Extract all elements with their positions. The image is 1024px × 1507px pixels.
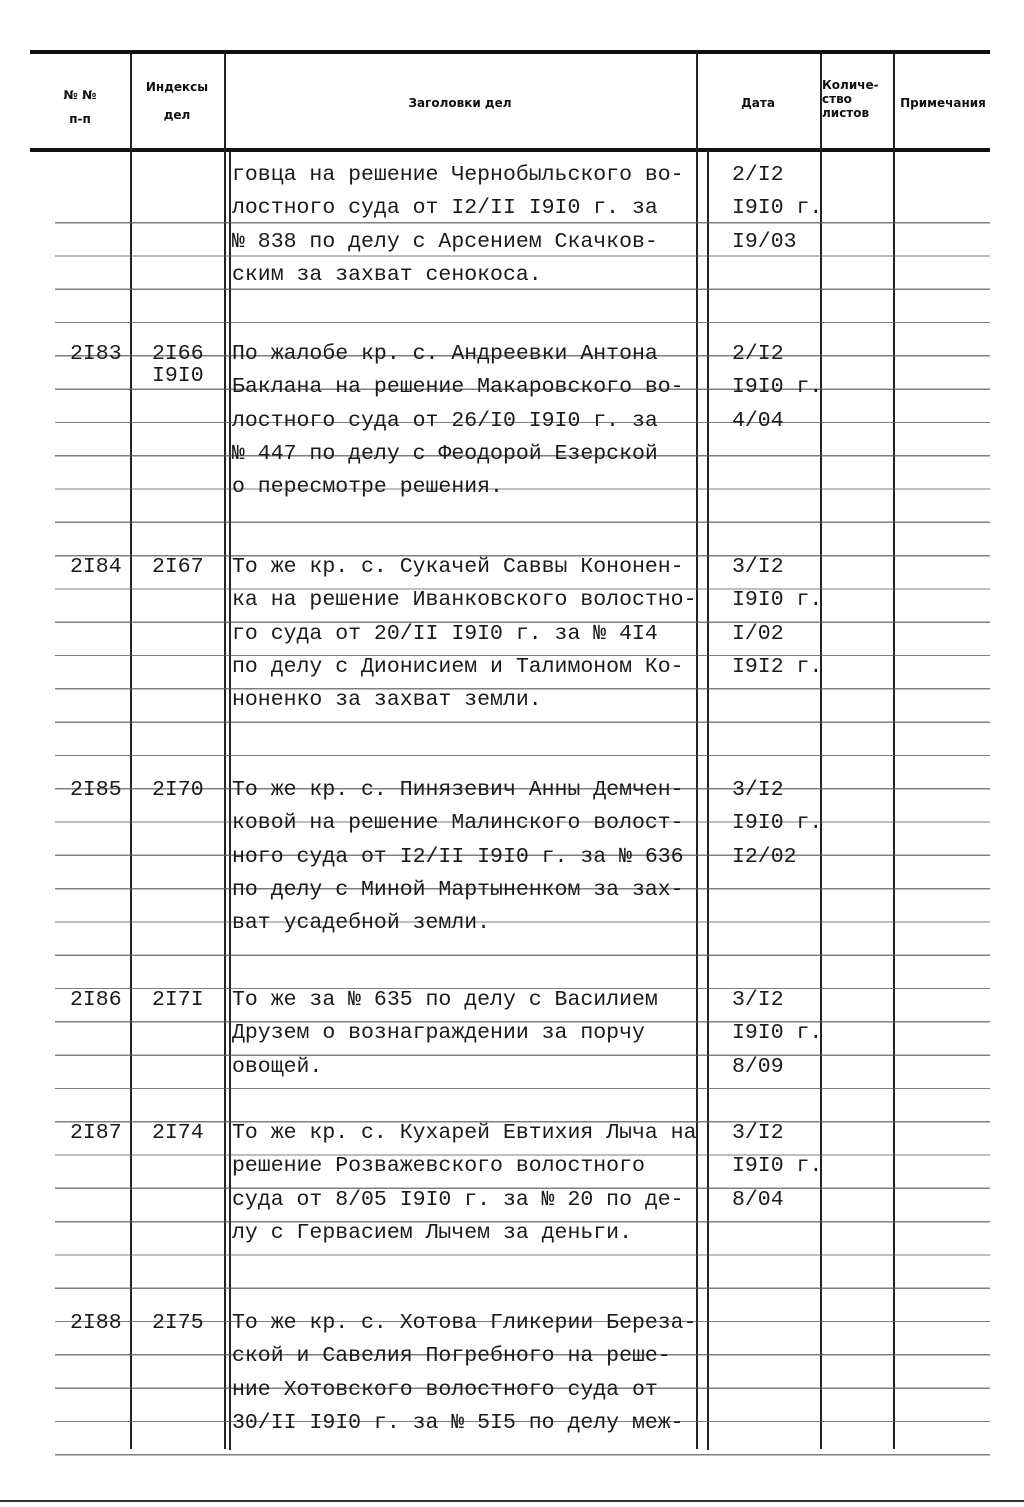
date-line: 2/I2 xyxy=(732,163,784,187)
date-line: 8/09 xyxy=(732,1054,784,1079)
date-line: I9I0 г. xyxy=(732,196,823,221)
header-index-label: Индексы xyxy=(145,80,209,94)
entry-title: То же за № 635 по делу с Василием Друзем … xyxy=(232,984,658,1084)
title-line: лу с Гервасием Лычем за деньги. xyxy=(232,1220,632,1245)
title-line: го суда от 20/II I9I0 г. за № 4I4 xyxy=(232,621,658,646)
date-line: I2/02 xyxy=(732,844,797,869)
date-line: 4/04 xyxy=(732,408,784,433)
page-bottom-edge xyxy=(0,1500,1024,1502)
date-line: I9I0 г. xyxy=(732,375,823,400)
title-line: о пересмотре решения. xyxy=(232,475,503,500)
date-line: I9/03 xyxy=(732,229,797,254)
title-line: по делу с Дионисием и Талимоном Ко- xyxy=(232,654,684,679)
header-number-label: № № xyxy=(63,88,97,102)
ruled-lines xyxy=(55,190,990,1460)
title-line: решение Розважевского волостного xyxy=(232,1154,645,1179)
header-index: Индексы дел xyxy=(130,80,224,122)
entry-index: 2I70 xyxy=(152,778,204,802)
title-line: говца на решение Чернобыльского во- xyxy=(232,163,684,187)
title-line: ка на решение Иванковского волостно- xyxy=(232,588,697,613)
header-index-sub: дел xyxy=(163,108,191,122)
entry-date: 2/I2 I9I0 г. I9/03 xyxy=(732,159,822,259)
title-line: ской и Савелия Погребного на реше- xyxy=(232,1344,671,1369)
title-line: ковой на решение Малинского волост- xyxy=(232,811,684,836)
date-line: 3/I2 xyxy=(732,778,784,802)
entry-number: 2I83 xyxy=(70,342,122,366)
date-line: I9I0 г. xyxy=(732,811,823,836)
title-line: ским за захват сенокоса. xyxy=(232,262,542,287)
title-line: ноненко за захват земли. xyxy=(232,688,542,713)
date-line: I9I0 г. xyxy=(732,1021,823,1046)
date-line: I9I2 г. xyxy=(732,654,823,679)
entry-title: То же кр. с. Кухарей Евтихия Лыча на реше… xyxy=(232,1117,696,1250)
entry-title: То же кр. с. Пинязевич Анны Демчен-ковой… xyxy=(232,774,684,940)
date-line: 3/I2 xyxy=(732,1121,784,1145)
entry-date: 3/I2 I9I0 г. 8/04 xyxy=(732,1117,822,1217)
title-line: суда от 8/05 I9I0 г. за № 20 по де- xyxy=(232,1187,684,1212)
title-line: по делу с Миной Мартыненком за зах- xyxy=(232,877,684,902)
entry-index: 2I74 xyxy=(152,1121,204,1145)
entry-date: 3/I2 I9I0 г. 8/09 xyxy=(732,984,822,1084)
date-line: 3/I2 xyxy=(732,988,784,1012)
header-number: № № п-п xyxy=(30,88,130,126)
title-line: лостного суда от 26/I0 I9I0 г. за xyxy=(232,408,658,433)
title-line: ного суда от I2/II I9I0 г. за № 636 xyxy=(232,844,684,869)
title-line: ние Хотовского волостного суда от xyxy=(232,1377,658,1402)
entry-number: 2I84 xyxy=(70,555,122,579)
entry-index: 2I75 xyxy=(152,1311,204,1335)
title-line: То же кр. с. Кухарей Евтихия Лыча на xyxy=(232,1121,697,1145)
title-line: По жалобе кр. с. Андреевки Антона xyxy=(232,342,658,366)
entry-date: 3/I2 I9I0 г. I/02 I9I2 г. xyxy=(732,551,822,684)
entry-number: 2I87 xyxy=(70,1121,122,1145)
title-line: № 447 по делу с Феодорой Езерской xyxy=(232,441,658,466)
date-line: 3/I2 xyxy=(732,555,784,579)
header-sheets: Количе- ство листов xyxy=(822,78,879,120)
title-line: № 838 по делу с Арсением Скачков- xyxy=(232,229,658,254)
date-line: 8/04 xyxy=(732,1187,784,1212)
title-line: лостного суда от I2/II I9I0 г. за xyxy=(232,196,658,221)
header-notes: Примечания xyxy=(900,96,986,110)
entry-number: 2I86 xyxy=(70,988,122,1012)
entry-number: 2I85 xyxy=(70,778,122,802)
entry-title: По жалобе кр. с. Андреевки Антона Баклана… xyxy=(232,338,684,504)
entry-index: 2I7I xyxy=(152,988,204,1012)
title-line: Друзем о вознаграждении за порчу xyxy=(232,1021,645,1046)
title-line: То же кр. с. Хотова Гликерии Береза- xyxy=(232,1311,697,1335)
title-line: Баклана на решение Макаровского во- xyxy=(232,375,684,400)
title-line: То же за № 635 по делу с Василием xyxy=(232,988,658,1012)
entry-date: 2/I2 I9I0 г. 4/04 xyxy=(732,338,822,438)
header-number-sub: п-п xyxy=(69,112,91,126)
entry-date: 3/I2 I9I0 г. I2/02 xyxy=(732,774,822,874)
header-bottom-rule xyxy=(30,148,990,152)
entry-number: 2I88 xyxy=(70,1311,122,1335)
header-date: Дата xyxy=(741,96,775,110)
title-line: То же кр. с. Пинязевич Анны Демчен- xyxy=(232,778,684,802)
entry-title: То же кр. с. Сукачей Саввы Кононен-ка на… xyxy=(232,551,696,717)
entry-index: 2I66 xyxy=(152,342,204,366)
date-line: 2/I2 xyxy=(732,342,784,366)
entry-index-year: I9I0 xyxy=(152,364,204,388)
date-line: I9I0 г. xyxy=(732,1154,823,1179)
header-title: Заголовки дел xyxy=(408,96,512,110)
entry-title: говца на решение Чернобыльского во-лостн… xyxy=(232,159,684,292)
date-line: I/02 xyxy=(732,621,784,646)
title-line: овощей. xyxy=(232,1054,323,1079)
title-line: То же кр. с. Сукачей Саввы Кононен- xyxy=(232,555,684,579)
date-line: I9I0 г. xyxy=(732,588,823,613)
entry-title: То же кр. с. Хотова Гликерии Береза-ской… xyxy=(232,1307,696,1440)
entry-index: 2I67 xyxy=(152,555,204,579)
title-line: 30/II I9I0 г. за № 5I5 по делу меж- xyxy=(232,1410,684,1435)
header-top-rule xyxy=(30,50,990,54)
title-line: ват усадебной земли. xyxy=(232,911,491,936)
